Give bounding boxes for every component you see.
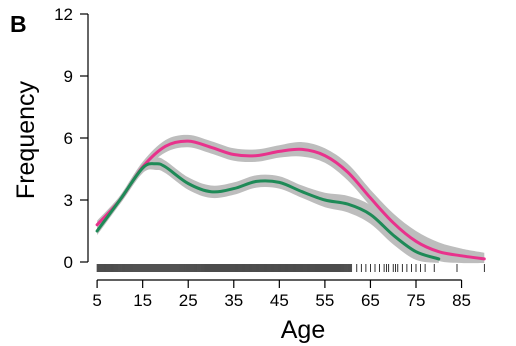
y-tick-label: 3: [64, 191, 73, 210]
rug-marks: [96, 264, 485, 272]
confidence-ribbons: [97, 134, 485, 264]
ribbon-green: [97, 157, 439, 263]
x-tick-label: 85: [452, 291, 471, 310]
line-green: [95, 162, 441, 261]
x-tick-label: 45: [270, 291, 289, 310]
axes: 0 3 6 9 12 5 15 25 35 45 55 65 75 85: [54, 5, 471, 310]
panel-label: B: [10, 11, 27, 37]
x-tick-label: 25: [179, 291, 198, 310]
x-tick-label: 35: [224, 291, 243, 310]
y-axis-title: Frequency: [12, 80, 40, 199]
y-tick-label: 6: [64, 129, 73, 148]
x-tick-label: 75: [407, 291, 426, 310]
x-tick-label: 15: [133, 291, 152, 310]
x-axis-title: Age: [281, 316, 325, 344]
line-magenta: [95, 139, 486, 261]
series-lines: [95, 139, 486, 261]
y-tick-label: 9: [64, 67, 73, 86]
x-tick-label: 65: [361, 291, 380, 310]
y-tick-label: 12: [54, 5, 73, 24]
x-tick-label: 5: [92, 291, 101, 310]
y-tick-label: 0: [64, 253, 73, 272]
ribbon-magenta: [97, 134, 485, 264]
x-tick-label: 55: [315, 291, 334, 310]
